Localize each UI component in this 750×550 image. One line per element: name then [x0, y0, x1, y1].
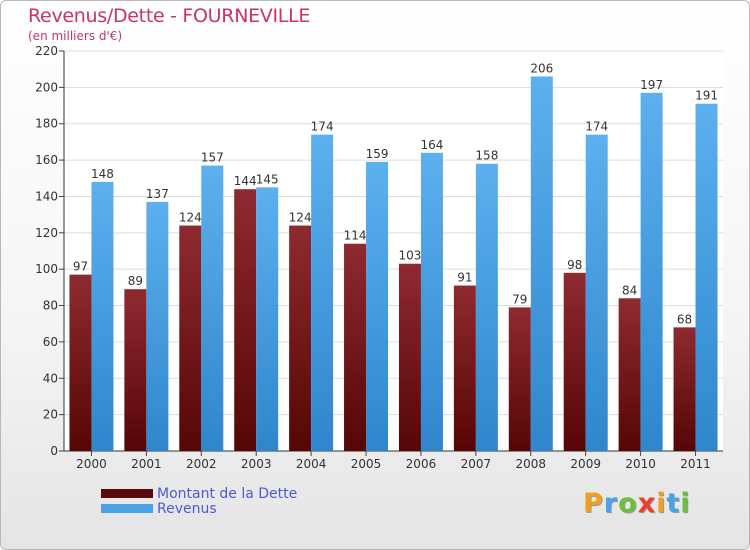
- x-tick-label: 2009: [570, 457, 601, 471]
- plot-area: [64, 51, 723, 451]
- logo-letter: t: [666, 488, 681, 519]
- logo-letter: P: [583, 488, 604, 519]
- logo-letter: r: [603, 488, 619, 519]
- debt-bar: [124, 289, 147, 451]
- revenue-bar: [530, 76, 553, 452]
- debt-value-label: 91: [457, 271, 472, 285]
- debt-value-label: 68: [677, 312, 692, 326]
- revenue-bar: [695, 103, 718, 452]
- x-tick-label: 2004: [296, 457, 327, 471]
- revenue-value-label: 159: [366, 147, 389, 161]
- revenue-bar: [91, 181, 114, 451]
- debt-bar: [618, 298, 641, 451]
- revenue-value-label: 158: [475, 149, 498, 163]
- debt-value-label: 124: [179, 211, 202, 225]
- revenue-value-label: 164: [421, 138, 444, 152]
- revenue-bar: [256, 187, 279, 451]
- debt-bar: [453, 285, 476, 451]
- y-tick-label: 160: [35, 153, 58, 167]
- x-tick-label: 2000: [76, 457, 107, 471]
- debt-value-label: 144: [234, 174, 257, 188]
- debt-bar: [289, 225, 312, 451]
- debt-value-label: 84: [622, 283, 637, 297]
- x-tick-label: 2001: [131, 457, 162, 471]
- revenue-value-label: 157: [201, 151, 224, 165]
- x-tick-label: 2011: [680, 457, 711, 471]
- debt-bar: [344, 243, 367, 451]
- revenue-value-label: 174: [585, 120, 608, 134]
- logo-letter: i: [656, 488, 667, 519]
- y-tick-label: 220: [35, 44, 58, 58]
- x-tick-label: 2002: [186, 457, 217, 471]
- logo-letter: x: [637, 488, 657, 519]
- debt-value-label: 124: [289, 211, 312, 225]
- proxiti-logo: Proxiti: [583, 488, 691, 519]
- debt-value-label: 114: [344, 229, 367, 243]
- y-tick-label: 40: [43, 371, 58, 385]
- x-tick-label: 2007: [461, 457, 492, 471]
- debt-value-label: 98: [567, 258, 582, 272]
- legend-swatch-dette: [101, 489, 153, 498]
- debt-bar: [398, 263, 421, 451]
- logo-letter: o: [618, 488, 638, 519]
- y-tick-label: 80: [43, 299, 58, 313]
- debt-bar: [563, 272, 586, 451]
- debt-value-label: 89: [128, 274, 143, 288]
- debt-bar: [179, 225, 202, 451]
- revenue-value-label: 145: [256, 172, 279, 186]
- debt-value-label: 97: [73, 260, 88, 274]
- logo-letter: i: [680, 488, 691, 519]
- revenue-value-label: 191: [695, 89, 718, 103]
- revenue-bar: [311, 134, 334, 452]
- revenue-bar: [201, 165, 224, 451]
- x-tick-label: 2010: [625, 457, 656, 471]
- y-tick-label: 180: [35, 117, 58, 131]
- revenue-bar: [640, 92, 663, 452]
- y-tick-label: 20: [43, 408, 58, 422]
- revenue-bar: [420, 152, 443, 451]
- revenue-bar: [585, 134, 608, 452]
- debt-bar: [69, 274, 92, 451]
- x-tick-label: 2005: [351, 457, 382, 471]
- revenue-value-label: 197: [640, 78, 663, 92]
- y-axis-unit-label: (en milliers d'€): [28, 29, 123, 43]
- revenue-value-label: 174: [311, 120, 334, 134]
- debt-value-label: 79: [512, 292, 527, 306]
- revenue-value-label: 148: [91, 167, 114, 181]
- y-tick-label: 120: [35, 226, 58, 240]
- debt-value-label: 103: [399, 249, 422, 263]
- revenue-bar: [146, 201, 169, 451]
- y-tick-label: 0: [50, 444, 58, 458]
- revenue-bar: [366, 161, 389, 451]
- x-tick-label: 2008: [516, 457, 547, 471]
- chart-title: Revenus/Dette - FOURNEVILLE: [28, 5, 311, 27]
- x-tick-label: 2003: [241, 457, 272, 471]
- y-tick-label: 60: [43, 335, 58, 349]
- legend-label-dette: Montant de la Dette: [157, 486, 298, 502]
- debt-bar: [673, 327, 696, 451]
- y-tick-label: 100: [35, 262, 58, 276]
- revenue-bar: [475, 163, 498, 451]
- legend-label-revenus: Revenus: [157, 501, 217, 517]
- x-tick-label: 2006: [406, 457, 437, 471]
- legend-swatch-revenus: [101, 504, 153, 513]
- revenue-value-label: 206: [530, 61, 553, 75]
- y-tick-label: 200: [35, 80, 58, 94]
- revenue-value-label: 137: [146, 187, 169, 201]
- debt-bar: [234, 189, 257, 451]
- y-tick-label: 140: [35, 189, 58, 203]
- debt-bar: [508, 307, 531, 451]
